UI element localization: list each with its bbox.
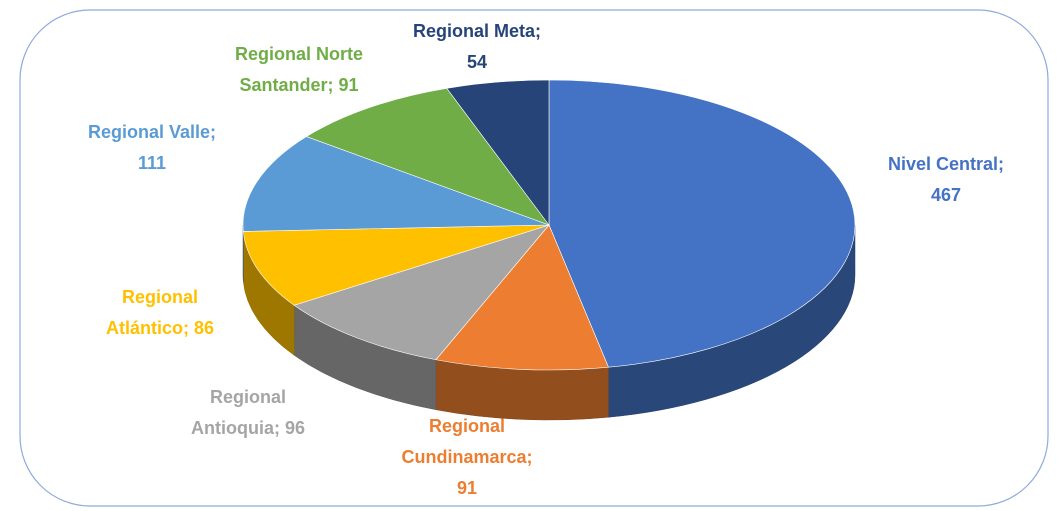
- data-label-line: Cundinamarca;: [401, 447, 532, 467]
- data-label-line: Regional Meta;: [413, 21, 541, 41]
- data-label-line: Regional: [429, 416, 505, 436]
- data-label: Regional Atlántico; 86: [106, 287, 214, 338]
- data-label-line: Santander; 91: [239, 75, 358, 95]
- data-label: Regional Antioquia; 96: [191, 387, 305, 438]
- slice: [305, 88, 550, 226]
- data-label: Regional Norte Santander; 91: [235, 44, 363, 95]
- data-label: Regional Valle; 111: [88, 122, 216, 173]
- data-label-line: 467: [931, 185, 961, 205]
- slice: [242, 224, 550, 306]
- slice: [435, 224, 609, 371]
- data-label-line: 91: [457, 478, 477, 498]
- data-label-line: Nivel Central;: [888, 154, 1004, 174]
- data-label-line: 54: [467, 52, 487, 72]
- slice: [242, 136, 550, 232]
- slice: [293, 224, 550, 361]
- data-label: Regional Meta; 54: [413, 21, 541, 72]
- slice: [446, 79, 550, 226]
- data-label-line: Regional: [210, 387, 286, 407]
- data-label-line: Regional: [122, 287, 198, 307]
- data-label-line: 111: [138, 153, 166, 173]
- data-label-line: Atlántico; 86: [106, 318, 214, 338]
- data-label-line: Regional Valle;: [88, 122, 216, 142]
- data-label-line: Regional Norte: [235, 44, 363, 64]
- data-label: Regional Cundinamarca; 91: [401, 416, 532, 498]
- slice: [548, 79, 856, 368]
- data-label: Nivel Central; 467: [888, 154, 1004, 205]
- data-label-line: Antioquia; 96: [191, 418, 305, 438]
